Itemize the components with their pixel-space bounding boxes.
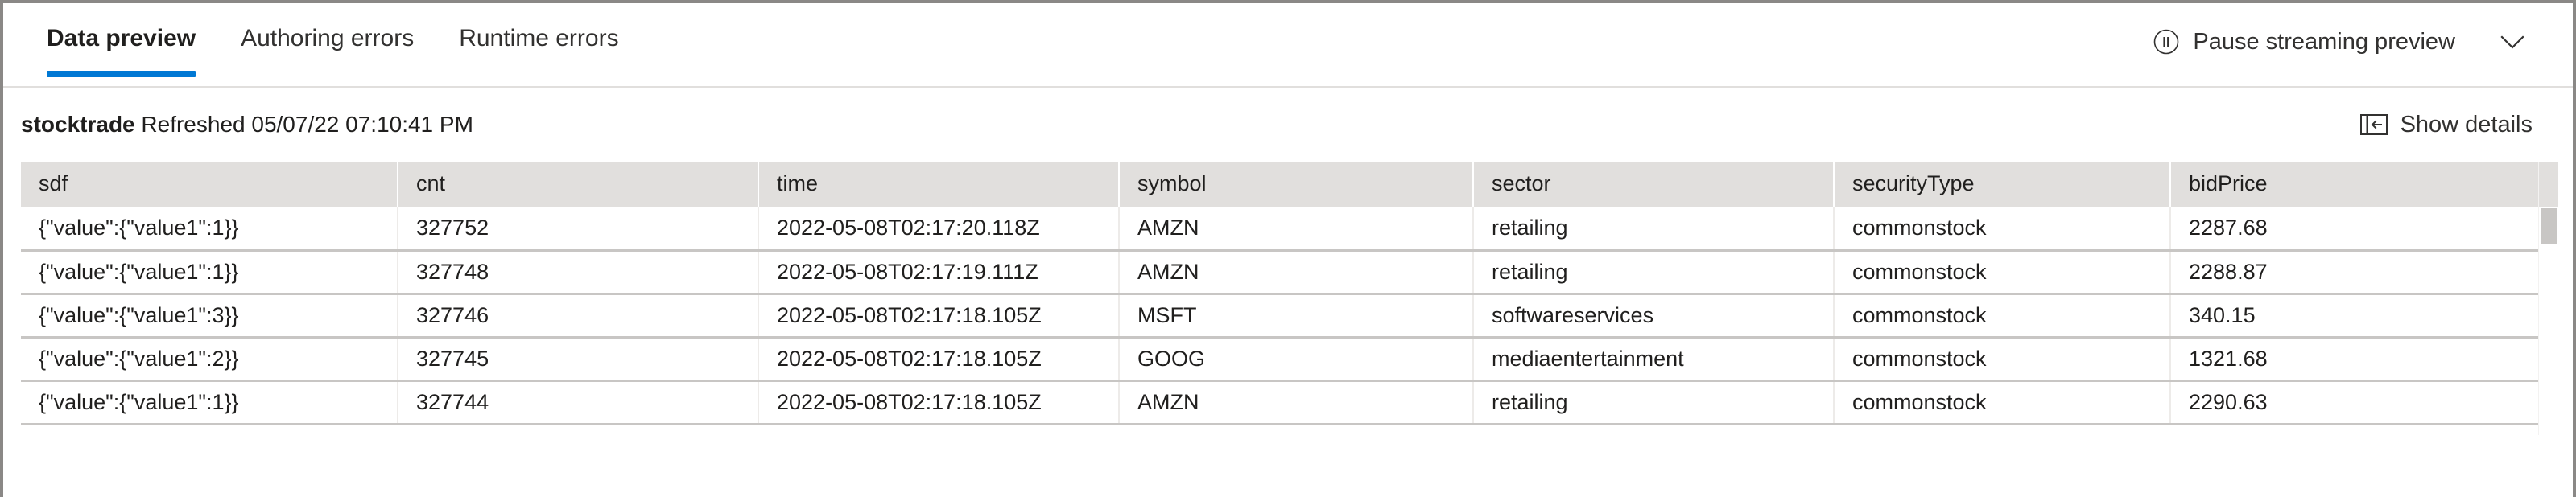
column-header-time[interactable]: time <box>758 162 1120 207</box>
column-header-cnt[interactable]: cnt <box>398 162 759 207</box>
cell-securitytype: commonstock <box>1834 250 2171 295</box>
cell-sdf: {"value":{"value1":1}} <box>21 250 398 295</box>
cell-cnt: 327746 <box>398 294 759 339</box>
collapse-panel-button[interactable] <box>2484 24 2541 60</box>
cell-sector: mediaentertainment <box>1473 337 1835 382</box>
cell-symbol: AMZN <box>1119 250 1474 295</box>
cell-bidprice: 2288.87 <box>2170 250 2539 295</box>
cell-securitytype: commonstock <box>1834 337 2171 382</box>
dataset-name: stocktrade <box>21 112 135 137</box>
tab-label: Runtime errors <box>459 25 619 51</box>
table-header: sdf cnt time symbol sector securityType … <box>21 162 2539 207</box>
open-pane-icon <box>2359 113 2388 136</box>
cell-sector: retailing <box>1473 380 1835 425</box>
cell-symbol: MSFT <box>1119 294 1474 339</box>
scrollbar-header-pad <box>2539 162 2558 207</box>
dataset-info-row: stocktrade Refreshed 05/07/22 07:10:41 P… <box>3 88 2573 162</box>
pause-streaming-preview-button[interactable]: Pause streaming preview <box>2145 24 2463 60</box>
dataset-refresh-status: stocktrade Refreshed 05/07/22 07:10:41 P… <box>21 110 473 139</box>
cell-cnt: 327752 <box>398 207 759 252</box>
table-row[interactable]: {"value":{"value1":2}} 327745 2022-05-08… <box>21 337 2539 382</box>
tab-label: Authoring errors <box>241 25 415 51</box>
cell-bidprice: 2290.63 <box>2170 380 2539 425</box>
tab-strip-actions: Pause streaming preview <box>2145 3 2573 60</box>
cell-cnt: 327744 <box>398 380 759 425</box>
table-row[interactable]: {"value":{"value1":1}} 327744 2022-05-08… <box>21 380 2539 425</box>
cell-cnt: 327748 <box>398 250 759 295</box>
cell-securitytype: commonstock <box>1834 380 2171 425</box>
tab-label: Data preview <box>47 25 196 51</box>
cell-sector: retailing <box>1473 250 1835 295</box>
cell-bidprice: 1321.68 <box>2170 337 2539 382</box>
table-row[interactable]: {"value":{"value1":3}} 327746 2022-05-08… <box>21 294 2539 339</box>
cell-time: 2022-05-08T02:17:18.105Z <box>758 380 1120 425</box>
refresh-timestamp: Refreshed 05/07/22 07:10:41 PM <box>134 112 473 137</box>
chevron-down-icon <box>2496 26 2529 58</box>
cell-time: 2022-05-08T02:17:18.105Z <box>758 337 1120 382</box>
scrollbar-track[interactable] <box>2539 162 2558 435</box>
tab-strip: Data preview Authoring errors Runtime er… <box>3 3 2573 88</box>
tab-list: Data preview Authoring errors Runtime er… <box>3 3 664 77</box>
cell-sdf: {"value":{"value1":3}} <box>21 294 398 339</box>
cell-bidprice: 2287.68 <box>2170 207 2539 252</box>
cell-bidprice: 340.15 <box>2170 294 2539 339</box>
data-preview-table: sdf cnt time symbol sector securityType … <box>21 162 2539 425</box>
table-row[interactable]: {"value":{"value1":1}} 327752 2022-05-08… <box>21 207 2539 252</box>
column-header-securitytype[interactable]: securityType <box>1834 162 2171 207</box>
cell-sdf: {"value":{"value1":1}} <box>21 207 398 252</box>
column-header-sdf[interactable]: sdf <box>21 162 398 207</box>
table-body: {"value":{"value1":1}} 327752 2022-05-08… <box>21 207 2539 425</box>
scrollbar-thumb[interactable] <box>2541 208 2557 244</box>
tab-data-preview[interactable]: Data preview <box>47 23 218 77</box>
pause-streaming-preview-label: Pause streaming preview <box>2193 29 2455 55</box>
cell-sdf: {"value":{"value1":1}} <box>21 380 398 425</box>
cell-sdf: {"value":{"value1":2}} <box>21 337 398 382</box>
cell-symbol: AMZN <box>1119 380 1474 425</box>
tab-authoring-errors[interactable]: Authoring errors <box>241 23 436 55</box>
cell-time: 2022-05-08T02:17:19.111Z <box>758 250 1120 295</box>
show-details-label: Show details <box>2400 112 2533 138</box>
table-header-row: sdf cnt time symbol sector securityType … <box>21 162 2539 207</box>
cell-cnt: 327745 <box>398 337 759 382</box>
cell-time: 2022-05-08T02:17:20.118Z <box>758 207 1120 252</box>
column-header-sector[interactable]: sector <box>1473 162 1835 207</box>
cell-symbol: AMZN <box>1119 207 1474 252</box>
cell-securitytype: commonstock <box>1834 294 2171 339</box>
table-vertical-scrollbar[interactable] <box>2538 162 2558 435</box>
data-preview-table-container: sdf cnt time symbol sector securityType … <box>21 162 2558 435</box>
pause-circle-icon <box>2153 28 2180 55</box>
cell-sector: softwareservices <box>1473 294 1835 339</box>
cell-time: 2022-05-08T02:17:18.105Z <box>758 294 1120 339</box>
tab-runtime-errors[interactable]: Runtime errors <box>459 23 641 55</box>
show-details-button[interactable]: Show details <box>2355 109 2537 140</box>
table-row[interactable]: {"value":{"value1":1}} 327748 2022-05-08… <box>21 250 2539 295</box>
cell-securitytype: commonstock <box>1834 207 2171 252</box>
cell-symbol: GOOG <box>1119 337 1474 382</box>
cell-sector: retailing <box>1473 207 1835 252</box>
column-header-bidprice[interactable]: bidPrice <box>2170 162 2539 207</box>
column-header-symbol[interactable]: symbol <box>1119 162 1474 207</box>
